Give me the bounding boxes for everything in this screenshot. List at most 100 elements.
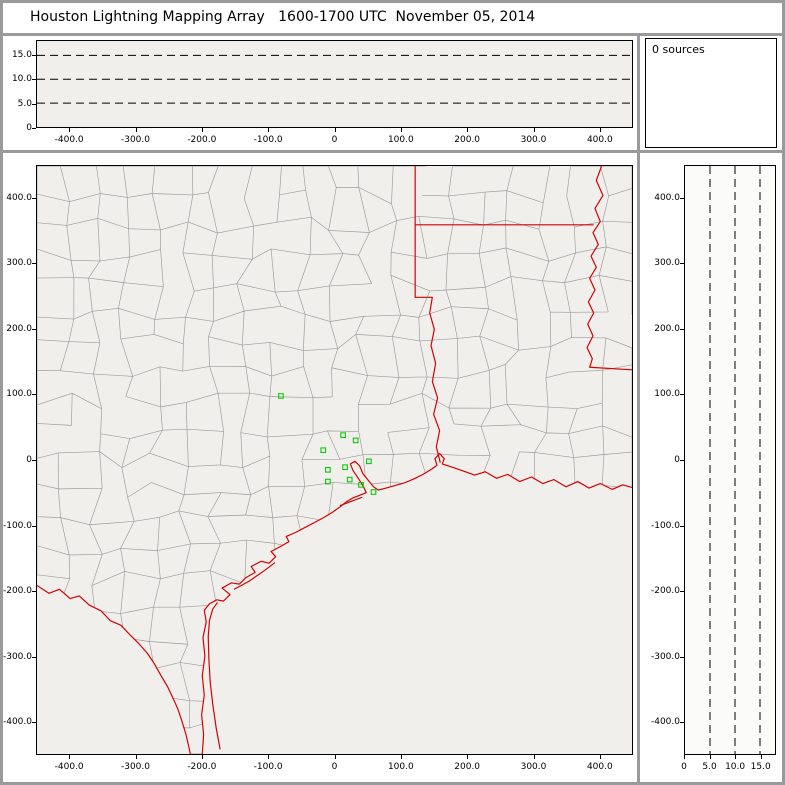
tick-mark — [680, 525, 684, 527]
lma-station-marker — [325, 478, 331, 485]
tick-label: 200.0 — [6, 323, 32, 334]
tick-label: -400.0 — [650, 717, 680, 728]
rio-grande — [37, 584, 191, 754]
tick-mark — [334, 128, 336, 132]
tick-label: -400.0 — [54, 135, 84, 145]
lma-station-marker — [320, 447, 327, 454]
tick-label: 0 — [331, 135, 338, 145]
vertical-divider — [637, 33, 640, 782]
sources-count: 0 sources — [652, 43, 705, 56]
tick-label: -200.0 — [2, 586, 32, 597]
tick-label: 0 — [674, 455, 680, 465]
tick-label: -300.0 — [2, 651, 32, 662]
tick-label: -400.0 — [54, 762, 84, 772]
tick-label: 200.0 — [654, 323, 680, 334]
tick-mark — [680, 394, 684, 396]
tick-label: 0 — [331, 762, 338, 772]
tick-mark — [680, 591, 684, 593]
tick-mark — [533, 755, 535, 759]
tick-mark — [32, 591, 36, 593]
tick-label: 200.0 — [454, 135, 481, 145]
tick-label: 300.0 — [520, 762, 547, 772]
tick-mark — [680, 263, 684, 265]
tick-mark — [135, 128, 137, 132]
title-bar: Houston Lightning Mapping Array 1600-170… — [0, 0, 785, 33]
tick-mark — [760, 755, 762, 759]
tick-label: 5.0 — [702, 762, 717, 772]
tick-label: 0 — [26, 455, 32, 465]
altitude-ew-panel[interactable] — [36, 40, 633, 128]
map-panel[interactable] — [36, 165, 633, 755]
tick-label: -300.0 — [120, 135, 150, 145]
coast — [201, 452, 632, 754]
altitude-ns-panel[interactable] — [684, 165, 776, 755]
county-boundaries — [37, 166, 632, 754]
tick-label: 10.0 — [725, 762, 746, 772]
tick-mark — [32, 128, 36, 129]
tick-label: -300.0 — [650, 651, 680, 662]
tick-mark — [400, 128, 402, 132]
lma-station-marker — [278, 393, 284, 399]
tick-mark — [32, 460, 36, 461]
tick-mark — [467, 128, 469, 132]
tick-label: -100.0 — [253, 762, 283, 772]
tick-label: 5.0 — [17, 98, 32, 109]
lma-station-marker — [358, 482, 364, 488]
tick-label: -200.0 — [187, 762, 217, 772]
tick-mark — [680, 328, 684, 330]
page-title: Houston Lightning Mapping Array 1600-170… — [30, 8, 536, 25]
tick-label: -100.0 — [253, 135, 283, 145]
lma-station-marker — [366, 458, 372, 465]
tick-mark — [32, 328, 36, 330]
tick-label: 100.0 — [654, 389, 680, 400]
tick-mark — [32, 525, 36, 527]
lma-station-marker — [342, 464, 348, 470]
tick-label: 100.0 — [6, 389, 32, 400]
lma-station-marker — [340, 432, 346, 438]
tick-mark — [32, 103, 36, 105]
tick-mark — [135, 755, 137, 759]
tick-label: 200.0 — [454, 762, 481, 772]
galveston-island — [339, 496, 363, 507]
tick-mark — [32, 263, 36, 265]
matagorda-island — [233, 562, 276, 590]
tick-mark — [32, 54, 36, 56]
tick-mark — [680, 197, 684, 199]
tick-mark — [680, 722, 684, 724]
tick-label: 300.0 — [6, 258, 32, 269]
tick-label: -400.0 — [2, 717, 32, 728]
lma-station-marker — [370, 489, 377, 495]
tick-label: 0 — [681, 762, 687, 772]
tick-label: 0 — [26, 123, 32, 133]
tick-label: -100.0 — [2, 520, 32, 531]
tick-mark — [467, 755, 469, 759]
tick-mark — [599, 755, 601, 759]
tick-label: 400.0 — [6, 192, 32, 203]
tick-label: 100.0 — [387, 135, 414, 145]
tick-label: 10.0 — [11, 74, 32, 85]
tick-mark — [709, 755, 711, 759]
altitude-gridlines — [37, 54, 632, 104]
tick-mark — [680, 460, 684, 461]
tick-label: 300.0 — [654, 258, 680, 269]
tx-la-border — [414, 166, 441, 463]
tick-label: 15.0 — [11, 49, 32, 60]
horizontal-divider — [0, 33, 785, 36]
tick-mark — [735, 755, 737, 759]
lma-station-marker — [325, 466, 331, 473]
tick-mark — [69, 755, 71, 759]
lma-station-marker — [346, 476, 353, 483]
horizontal-divider — [0, 150, 785, 153]
tick-mark — [32, 656, 36, 658]
tick-mark — [334, 755, 336, 759]
tick-mark — [32, 79, 36, 81]
tick-mark — [533, 128, 535, 132]
tick-label: 400.0 — [586, 135, 613, 145]
tick-mark — [268, 128, 270, 132]
tick-mark — [599, 128, 601, 132]
tick-label: 300.0 — [520, 135, 547, 145]
tick-mark — [32, 722, 36, 724]
tick-mark — [32, 197, 36, 199]
tick-mark — [684, 755, 685, 759]
